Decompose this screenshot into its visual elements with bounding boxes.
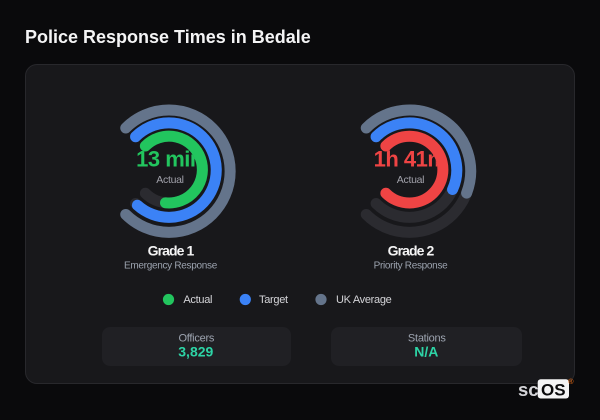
svg-text:Priority Response: Priority Response xyxy=(374,261,449,272)
svg-text:Actual: Actual xyxy=(156,174,183,186)
svg-text:N/A: N/A xyxy=(414,344,438,360)
svg-text:Actual: Actual xyxy=(183,294,212,306)
svg-text:3,829: 3,829 xyxy=(178,344,213,360)
svg-text:Stations: Stations xyxy=(408,332,446,344)
svg-text:Grade 2: Grade 2 xyxy=(388,243,435,259)
svg-text:OS: OS xyxy=(541,381,566,400)
svg-text:Officers: Officers xyxy=(178,332,214,344)
svg-text:UK Average: UK Average xyxy=(336,294,392,306)
svg-text:Emergency Response: Emergency Response xyxy=(124,261,218,272)
svg-text:sc: sc xyxy=(518,379,539,400)
svg-text:Grade 1: Grade 1 xyxy=(148,243,195,259)
svg-text:Actual: Actual xyxy=(397,174,424,186)
svg-text:Target: Target xyxy=(259,294,288,306)
svg-text:®: ® xyxy=(568,377,574,386)
